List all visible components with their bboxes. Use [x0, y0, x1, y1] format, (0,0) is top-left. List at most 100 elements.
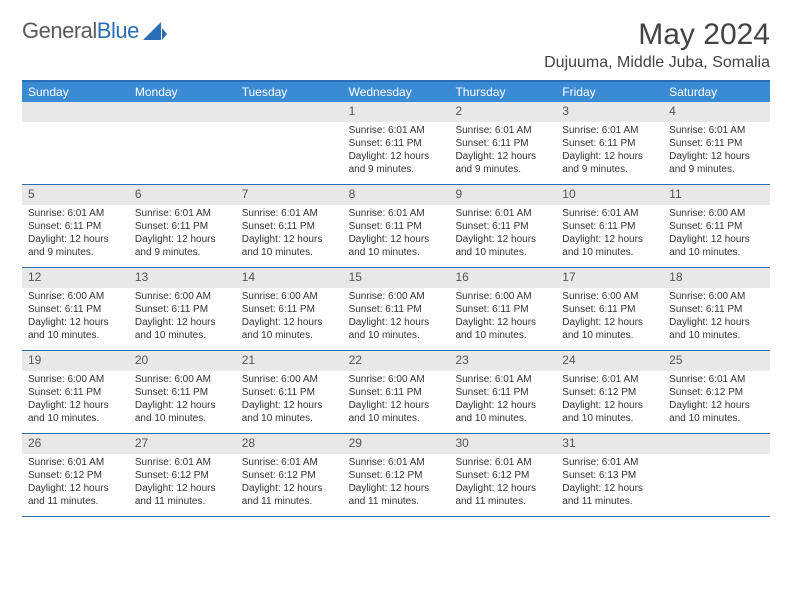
- day-content: Sunrise: 6:00 AMSunset: 6:11 PMDaylight:…: [556, 288, 663, 348]
- day-number: [236, 102, 343, 122]
- sunrise-text: Sunrise: 6:01 AM: [562, 124, 657, 137]
- day-cell: 10Sunrise: 6:01 AMSunset: 6:11 PMDayligh…: [556, 185, 663, 267]
- daylight2-text: and 9 minutes.: [562, 163, 657, 176]
- day-header: Monday: [129, 82, 236, 102]
- sunset-text: Sunset: 6:11 PM: [455, 137, 550, 150]
- day-header: Saturday: [663, 82, 770, 102]
- daylight1-text: Daylight: 12 hours: [669, 399, 764, 412]
- day-content: Sunrise: 6:01 AMSunset: 6:11 PMDaylight:…: [663, 122, 770, 182]
- sunset-text: Sunset: 6:11 PM: [28, 220, 123, 233]
- daylight2-text: and 10 minutes.: [242, 412, 337, 425]
- day-content: Sunrise: 6:01 AMSunset: 6:12 PMDaylight:…: [556, 371, 663, 431]
- day-number: 18: [663, 268, 770, 288]
- day-cell: 28Sunrise: 6:01 AMSunset: 6:12 PMDayligh…: [236, 434, 343, 516]
- sunset-text: Sunset: 6:11 PM: [455, 220, 550, 233]
- sunset-text: Sunset: 6:11 PM: [135, 386, 230, 399]
- sunrise-text: Sunrise: 6:01 AM: [455, 207, 550, 220]
- day-number: 15: [343, 268, 450, 288]
- day-content: Sunrise: 6:01 AMSunset: 6:11 PMDaylight:…: [22, 205, 129, 265]
- sunset-text: Sunset: 6:12 PM: [455, 469, 550, 482]
- daylight2-text: and 10 minutes.: [28, 412, 123, 425]
- day-cell: 19Sunrise: 6:00 AMSunset: 6:11 PMDayligh…: [22, 351, 129, 433]
- day-content: Sunrise: 6:00 AMSunset: 6:11 PMDaylight:…: [22, 371, 129, 431]
- day-content: Sunrise: 6:00 AMSunset: 6:11 PMDaylight:…: [343, 371, 450, 431]
- day-content: Sunrise: 6:01 AMSunset: 6:11 PMDaylight:…: [556, 122, 663, 182]
- sunset-text: Sunset: 6:11 PM: [455, 303, 550, 316]
- calendar: SundayMondayTuesdayWednesdayThursdayFrid…: [22, 80, 770, 517]
- day-content: Sunrise: 6:01 AMSunset: 6:11 PMDaylight:…: [449, 371, 556, 431]
- sunrise-text: Sunrise: 6:01 AM: [562, 373, 657, 386]
- daylight2-text: and 9 minutes.: [135, 246, 230, 259]
- day-number: 20: [129, 351, 236, 371]
- sunset-text: Sunset: 6:11 PM: [242, 220, 337, 233]
- day-number: 11: [663, 185, 770, 205]
- daylight1-text: Daylight: 12 hours: [28, 316, 123, 329]
- day-content: Sunrise: 6:00 AMSunset: 6:11 PMDaylight:…: [343, 288, 450, 348]
- sunset-text: Sunset: 6:11 PM: [669, 220, 764, 233]
- day-cell: 12Sunrise: 6:00 AMSunset: 6:11 PMDayligh…: [22, 268, 129, 350]
- sunset-text: Sunset: 6:12 PM: [669, 386, 764, 399]
- day-content: Sunrise: 6:00 AMSunset: 6:11 PMDaylight:…: [129, 371, 236, 431]
- day-cell: [663, 434, 770, 516]
- sunrise-text: Sunrise: 6:00 AM: [669, 207, 764, 220]
- day-cell: 26Sunrise: 6:01 AMSunset: 6:12 PMDayligh…: [22, 434, 129, 516]
- sunset-text: Sunset: 6:11 PM: [28, 386, 123, 399]
- sunset-text: Sunset: 6:11 PM: [562, 220, 657, 233]
- day-number: 31: [556, 434, 663, 454]
- daylight1-text: Daylight: 12 hours: [349, 399, 444, 412]
- day-cell: 22Sunrise: 6:00 AMSunset: 6:11 PMDayligh…: [343, 351, 450, 433]
- day-cell: [236, 102, 343, 184]
- day-header: Sunday: [22, 82, 129, 102]
- day-header: Thursday: [449, 82, 556, 102]
- sunrise-text: Sunrise: 6:00 AM: [28, 290, 123, 303]
- daylight2-text: and 10 minutes.: [349, 246, 444, 259]
- day-content: Sunrise: 6:01 AMSunset: 6:13 PMDaylight:…: [556, 454, 663, 514]
- daylight2-text: and 10 minutes.: [135, 329, 230, 342]
- daylight2-text: and 10 minutes.: [242, 329, 337, 342]
- day-content: Sunrise: 6:00 AMSunset: 6:11 PMDaylight:…: [663, 288, 770, 348]
- day-number: 19: [22, 351, 129, 371]
- day-cell: 7Sunrise: 6:01 AMSunset: 6:11 PMDaylight…: [236, 185, 343, 267]
- day-number: 21: [236, 351, 343, 371]
- sunrise-text: Sunrise: 6:01 AM: [455, 124, 550, 137]
- day-number: 1: [343, 102, 450, 122]
- daylight1-text: Daylight: 12 hours: [562, 150, 657, 163]
- daylight1-text: Daylight: 12 hours: [455, 150, 550, 163]
- sunset-text: Sunset: 6:12 PM: [349, 469, 444, 482]
- month-title: May 2024: [544, 18, 770, 52]
- daylight1-text: Daylight: 12 hours: [28, 399, 123, 412]
- day-cell: 3Sunrise: 6:01 AMSunset: 6:11 PMDaylight…: [556, 102, 663, 184]
- day-number: 17: [556, 268, 663, 288]
- day-cell: 9 Sunrise: 6:01 AMSunset: 6:11 PMDaylight…: [449, 185, 556, 267]
- day-cell: 13Sunrise: 6:00 AMSunset: 6:11 PMDayligh…: [129, 268, 236, 350]
- day-cell: 24Sunrise: 6:01 AMSunset: 6:12 PMDayligh…: [556, 351, 663, 433]
- daylight2-text: and 10 minutes.: [28, 329, 123, 342]
- sunset-text: Sunset: 6:12 PM: [562, 386, 657, 399]
- day-number: 28: [236, 434, 343, 454]
- daylight1-text: Daylight: 12 hours: [562, 482, 657, 495]
- daylight2-text: and 11 minutes.: [562, 495, 657, 508]
- daylight2-text: and 10 minutes.: [669, 412, 764, 425]
- day-number: 25: [663, 351, 770, 371]
- day-cell: 29Sunrise: 6:01 AMSunset: 6:12 PMDayligh…: [343, 434, 450, 516]
- day-cell: 6Sunrise: 6:01 AMSunset: 6:11 PMDaylight…: [129, 185, 236, 267]
- daylight1-text: Daylight: 12 hours: [669, 316, 764, 329]
- day-content: Sunrise: 6:01 AMSunset: 6:12 PMDaylight:…: [236, 454, 343, 514]
- daylight1-text: Daylight: 12 hours: [28, 482, 123, 495]
- daylight1-text: Daylight: 12 hours: [242, 316, 337, 329]
- sunset-text: Sunset: 6:12 PM: [28, 469, 123, 482]
- day-content: Sunrise: 6:01 AMSunset: 6:11 PMDaylight:…: [236, 205, 343, 265]
- daylight2-text: and 9 minutes.: [349, 163, 444, 176]
- daylight2-text: and 11 minutes.: [349, 495, 444, 508]
- daylight2-text: and 9 minutes.: [669, 163, 764, 176]
- daylight1-text: Daylight: 12 hours: [669, 233, 764, 246]
- day-number: 22: [343, 351, 450, 371]
- day-number: 9: [449, 185, 556, 205]
- day-content: Sunrise: 6:00 AMSunset: 6:11 PMDaylight:…: [129, 288, 236, 348]
- sunrise-text: Sunrise: 6:01 AM: [562, 456, 657, 469]
- sunrise-text: Sunrise: 6:01 AM: [669, 124, 764, 137]
- daylight1-text: Daylight: 12 hours: [455, 233, 550, 246]
- day-header: Tuesday: [236, 82, 343, 102]
- sunrise-text: Sunrise: 6:00 AM: [242, 290, 337, 303]
- day-header-row: SundayMondayTuesdayWednesdayThursdayFrid…: [22, 82, 770, 102]
